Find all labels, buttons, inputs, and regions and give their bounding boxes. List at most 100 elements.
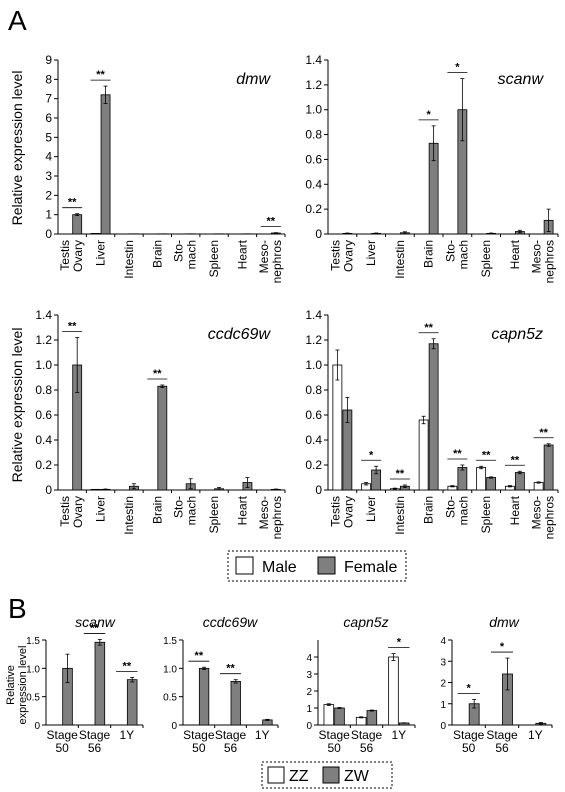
x-category-label-line: Testis (328, 240, 342, 271)
x-category-label-line: 56 (495, 741, 509, 755)
y-tick-label: 1.0 (163, 664, 177, 675)
significance-marker: ** (424, 322, 433, 334)
significance-marker: * (369, 449, 374, 461)
chart-title: dmw (236, 71, 271, 88)
x-category-label: Sto-mach (172, 496, 199, 525)
y-tick-label: 0.2 (35, 458, 52, 472)
y-tick-label: 0.6 (35, 408, 52, 422)
bar-zw-0 (198, 667, 210, 726)
x-category-label-line: Brain (150, 240, 164, 268)
x-category-label-line: Ovary (71, 496, 85, 528)
x-category-label-line: 1Y (255, 728, 270, 742)
x-category-label: Intestin (393, 240, 407, 279)
x-category-label-line: Intestin (122, 496, 136, 535)
x-category-label: Heart (235, 239, 249, 269)
y-axis-label: Relative expression level (9, 71, 25, 226)
bar-zw-1 (230, 680, 241, 726)
chart-title: dmw (489, 614, 519, 630)
x-category-label: Stage 56 (351, 728, 383, 755)
y-tick-label: 3 (440, 657, 446, 668)
y-tick-label: 0.8 (305, 128, 322, 142)
x-category-label-line: 1Y (391, 728, 406, 742)
y-tick-label: 3 (306, 670, 312, 681)
x-category-label: 1Y (255, 728, 270, 742)
x-category-label-line: Stage (351, 728, 383, 742)
x-category-label: TestisOvary (328, 240, 355, 272)
bar-male-5 (476, 467, 487, 491)
x-category-label-line: Spleen (479, 240, 493, 277)
bar-zw-2 (126, 679, 138, 726)
x-category-label: Meso-nephros (530, 496, 557, 539)
x-category-label: Brain (422, 496, 436, 524)
x-category-label-line: Stage (79, 728, 111, 742)
x-category-label-line: Brain (422, 496, 436, 524)
x-category-label-line: Sto- (172, 496, 186, 518)
y-tick-label: 1 (440, 700, 446, 711)
x-category-label: TestisOvary (58, 496, 85, 528)
x-category-label: TestisOvary (328, 496, 355, 528)
bar-zz-0 (323, 704, 335, 726)
y-tick-label: 0.4 (305, 177, 322, 191)
y-tick-label: 0.8 (305, 383, 322, 397)
bar-female-4 (457, 467, 468, 491)
x-category-label-line: Spleen (479, 496, 493, 533)
y-tick-label: 0 (315, 227, 322, 241)
x-category-label-line: 50 (327, 741, 341, 755)
x-category-label: Meso-nephros (257, 496, 284, 539)
legend-b: ZZ ZW (261, 761, 393, 789)
significance-marker: ** (267, 216, 276, 228)
x-category-label: TestisOvary (58, 240, 85, 272)
significance-marker: ** (153, 368, 162, 380)
y-tick-label: 7 (45, 92, 52, 106)
bar-male-7 (533, 482, 544, 491)
legend-b-zw-label: ZW (344, 768, 370, 785)
x-category-label: Liver (364, 240, 378, 266)
y-tick-label: 0 (34, 721, 40, 732)
x-category-label-line: 50 (192, 741, 206, 755)
x-category-label: Intestin (122, 240, 136, 279)
y-tick-label: 0 (45, 227, 52, 241)
y-tick-label: 1.5 (26, 636, 40, 647)
x-category-label: Heart (508, 239, 522, 269)
significance-marker: ** (539, 427, 548, 439)
y-tick-label: 4 (306, 653, 312, 664)
x-category-label-line: Ovary (341, 240, 355, 272)
bar-male-1 (90, 233, 101, 235)
y-tick-label: 3 (45, 169, 52, 183)
y-tick-label: 1.0 (305, 358, 322, 372)
chart-title: scanw (75, 614, 116, 630)
chart-title: capn5z (343, 614, 388, 630)
significance-marker: ** (226, 663, 235, 675)
x-category-label-line: Ovary (71, 240, 85, 272)
x-category-label-line: mach (456, 240, 470, 269)
x-category-label-line: Meso- (257, 496, 271, 529)
y-tick-label: 0.4 (35, 433, 52, 447)
significance-marker: * (455, 62, 460, 74)
significance-marker: ** (195, 650, 204, 662)
x-category-label-line: Heart (235, 495, 249, 525)
x-category-label: Spleen (207, 240, 221, 277)
chart-a_capn5z: 0 0.2 0.4 0.6 0.8 1.0 1.2 1.4 capn5z TestisOvary *… (305, 308, 559, 539)
bar-male-0 (332, 364, 343, 491)
x-category-label-line: Intestin (393, 240, 407, 279)
legend-b-zz-label: ZZ (289, 768, 309, 785)
bar-female-3 (157, 385, 168, 491)
x-category-label-line: Brain (422, 240, 436, 268)
y-tick-label: 0 (45, 483, 52, 497)
bar-male-3 (418, 419, 429, 491)
significance-marker: ** (396, 468, 405, 480)
x-category-label-line: Meso- (530, 496, 544, 529)
y-tick-label: 0.6 (305, 408, 322, 422)
x-category-label-line: Liver (364, 496, 378, 522)
x-category-label-line: Brain (150, 496, 164, 524)
y-tick-label: 5 (45, 130, 52, 144)
chart-a_ccdc69w: 0 0.2 0.4 0.6 0.8 1.0 1.2 1.4 ccdc69w Relative ex… (9, 308, 286, 539)
y-tick-label: 0.8 (35, 383, 52, 397)
significance-marker: * (397, 637, 402, 649)
x-category-label-line: Sto- (172, 240, 186, 262)
bar-female-5 (486, 477, 497, 491)
x-category-label-line: mach (185, 496, 199, 525)
x-category-label: Liver (94, 240, 108, 266)
x-category-label: Heart (508, 495, 522, 525)
